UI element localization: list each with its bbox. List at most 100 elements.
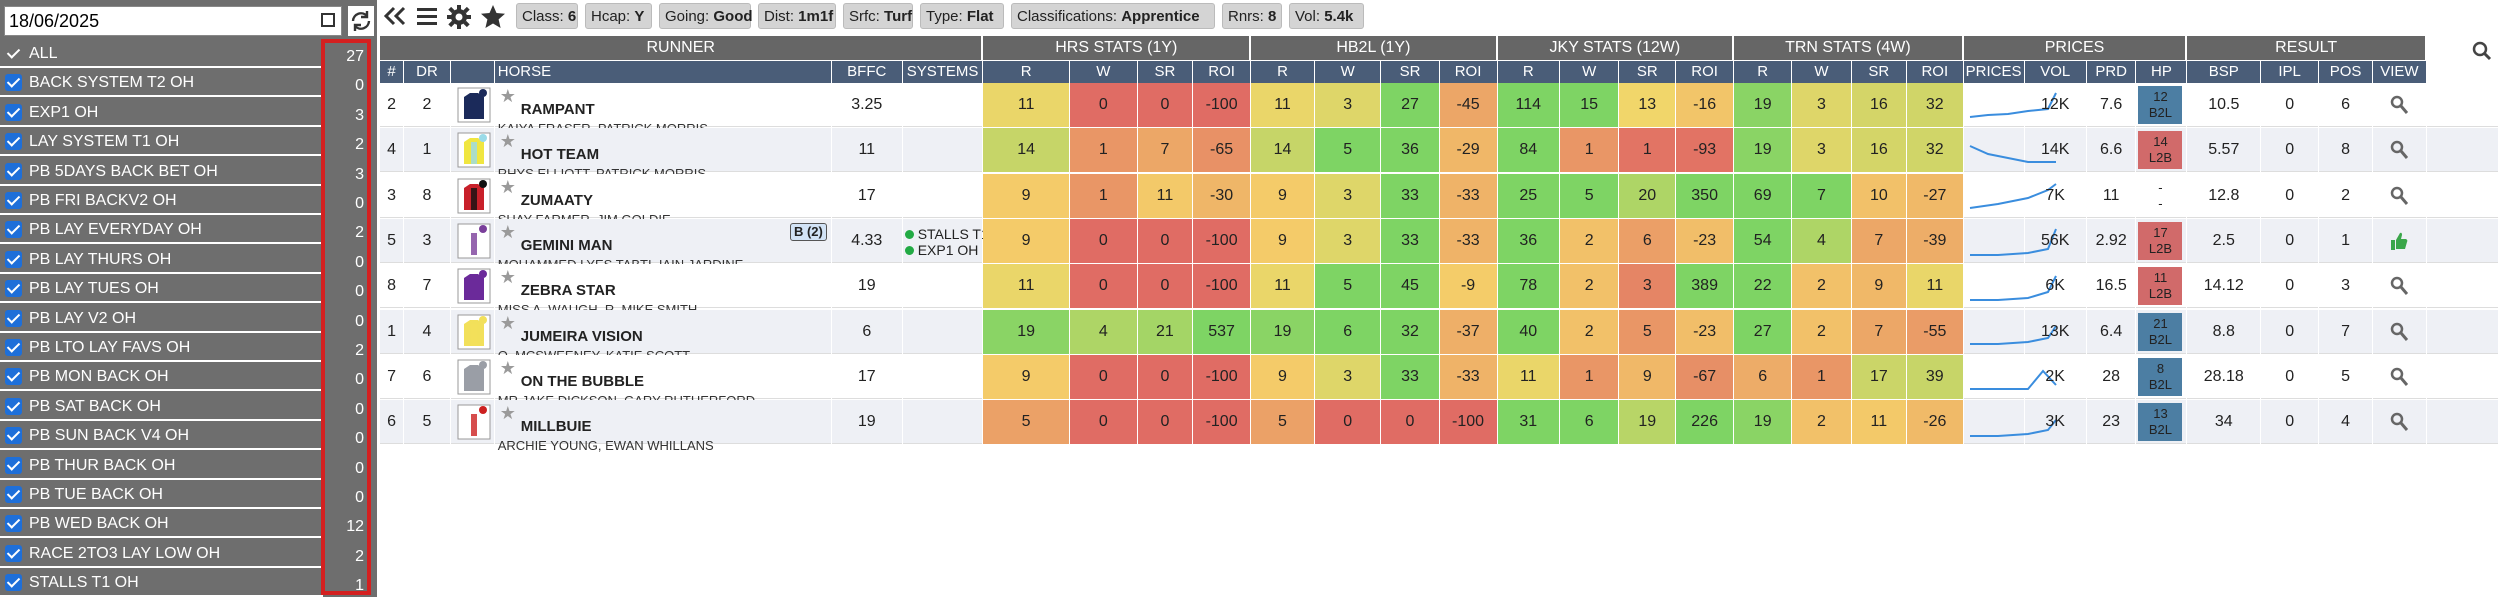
search-icon[interactable] bbox=[2390, 140, 2409, 160]
system-row[interactable]: PB LAY V2 OH bbox=[0, 305, 323, 333]
horse-name[interactable]: ZUMAATY bbox=[520, 191, 593, 209]
system-checkbox[interactable] bbox=[5, 397, 22, 415]
column-header[interactable]: ROI bbox=[1676, 61, 1735, 83]
favourite-star-icon[interactable]: ★ bbox=[499, 267, 516, 288]
favourite-star-icon[interactable]: ★ bbox=[499, 357, 516, 378]
system-checkbox[interactable] bbox=[5, 133, 22, 151]
search-icon[interactable] bbox=[2390, 322, 2409, 342]
collapse-icon[interactable] bbox=[382, 4, 408, 28]
column-header[interactable]: SR bbox=[1381, 61, 1440, 83]
view-cell[interactable] bbox=[2373, 354, 2427, 399]
view-cell[interactable] bbox=[2373, 264, 2427, 309]
column-header[interactable] bbox=[450, 61, 495, 83]
column-header[interactable]: W bbox=[1069, 61, 1138, 83]
view-cell[interactable] bbox=[2373, 400, 2427, 445]
horse-cell[interactable]: ★HOT TEAMRHYS ELLIOTT, PATRICK MORRIS bbox=[495, 128, 832, 181]
system-row[interactable]: PB TUE BACK OH bbox=[0, 482, 323, 509]
column-header[interactable]: R bbox=[1734, 61, 1793, 83]
column-header[interactable]: R bbox=[1497, 61, 1560, 83]
favourite-star-icon[interactable]: ★ bbox=[499, 86, 516, 106]
view-cell[interactable] bbox=[2373, 173, 2427, 218]
runner-row[interactable]: 22 ★RAMPANTKAIYA FRASER, PATRICK MORRIS3.… bbox=[380, 83, 2498, 136]
column-header[interactable]: VIEW bbox=[2373, 61, 2427, 83]
runner-row[interactable]: 76★ON THE BUBBLEMR JAKE DICKSON, GARY RU… bbox=[380, 354, 2498, 408]
horse-cell[interactable]: ★ MILLBUIE ARCHIE YOUNG, EWAN WHILLANS bbox=[495, 400, 832, 453]
system-checkbox[interactable] bbox=[5, 162, 22, 180]
system-checkbox[interactable] bbox=[5, 280, 22, 298]
system-checkbox[interactable] bbox=[5, 427, 22, 445]
select-all-check-icon[interactable] bbox=[5, 45, 22, 62]
column-header[interactable]: POS bbox=[2319, 61, 2373, 83]
column-header[interactable]: W bbox=[1792, 61, 1852, 83]
favourite-star-icon[interactable]: ★ bbox=[499, 312, 516, 333]
system-row[interactable]: PB MON BACK OH bbox=[0, 364, 323, 392]
column-header[interactable]: W bbox=[1314, 61, 1382, 83]
horse-name[interactable]: RAMPANT bbox=[520, 101, 595, 118]
favourite-star-icon[interactable] bbox=[480, 4, 506, 30]
header-search-icon[interactable] bbox=[2472, 41, 2492, 61]
system-row[interactable]: PB 5DAYS BACK BET OH bbox=[0, 158, 323, 186]
column-header[interactable]: SYSTEMS bbox=[902, 61, 984, 83]
search-icon[interactable] bbox=[2390, 95, 2409, 115]
view-cell[interactable] bbox=[2373, 83, 2427, 127]
system-checkbox[interactable] bbox=[5, 309, 22, 327]
column-header[interactable]: W bbox=[1559, 61, 1620, 83]
column-header[interactable]: VOL bbox=[2024, 61, 2087, 83]
column-header[interactable]: ROI bbox=[1439, 61, 1498, 83]
horse-name[interactable]: ZEBRA STAR bbox=[520, 282, 616, 300]
horse-cell[interactable]: ★ZUMAATYSHAY FARMER, JIM GOLDIE bbox=[495, 173, 832, 227]
column-header[interactable]: R bbox=[1251, 61, 1315, 83]
date-picker[interactable] bbox=[4, 6, 342, 36]
system-row[interactable]: PB FRI BACKV2 OH bbox=[0, 188, 323, 215]
column-header[interactable]: SR bbox=[1619, 61, 1677, 83]
runner-row[interactable]: 14★JUMEIRA VISIONO. MCSWEENEY, KATIE SCO… bbox=[380, 309, 2498, 363]
runner-row[interactable]: 41★HOT TEAMRHYS ELLIOTT, PATRICK MORRIS1… bbox=[380, 128, 2498, 181]
system-row[interactable]: RACE 2TO3 LAY LOW OH bbox=[0, 540, 323, 568]
menu-icon[interactable] bbox=[415, 4, 439, 28]
system-row[interactable]: PB WED BACK OH bbox=[0, 511, 323, 539]
date-input[interactable] bbox=[5, 7, 309, 35]
view-cell[interactable] bbox=[2373, 218, 2427, 263]
runner-row[interactable]: 87 ★ZEBRA STARMISS A. WAUGH, R. MIKE SMIT… bbox=[380, 264, 2498, 317]
system-row[interactable]: EXP1 OH bbox=[0, 99, 323, 127]
system-checkbox[interactable] bbox=[5, 574, 22, 592]
column-header[interactable]: IPL bbox=[2261, 61, 2320, 83]
column-header[interactable]: PRICES bbox=[1963, 61, 2025, 83]
search-icon[interactable] bbox=[2390, 367, 2409, 387]
runner-row[interactable]: 38★ZUMAATYSHAY FARMER, JIM GOLDIE179111-… bbox=[380, 173, 2498, 227]
calendar-icon[interactable] bbox=[321, 13, 335, 27]
column-header[interactable]: HP bbox=[2136, 61, 2188, 83]
horse-name[interactable]: GEMINI MAN bbox=[520, 236, 613, 254]
system-checkbox[interactable] bbox=[5, 250, 22, 268]
horse-name[interactable]: HOT TEAM bbox=[520, 146, 600, 164]
search-icon[interactable] bbox=[2390, 186, 2409, 206]
horse-name[interactable]: ON THE BUBBLE bbox=[520, 372, 645, 390]
horse-cell[interactable]: ★JUMEIRA VISIONO. MCSWEENEY, KATIE SCOTT bbox=[495, 309, 832, 363]
system-row[interactable]: PB SAT BACK OH bbox=[0, 393, 323, 421]
system-row[interactable]: PB LTO LAY FAVS OH bbox=[0, 335, 323, 362]
refresh-button[interactable] bbox=[348, 6, 374, 36]
system-checkbox[interactable] bbox=[5, 456, 22, 474]
system-checkbox[interactable] bbox=[5, 103, 22, 121]
system-row[interactable]: PB SUN BACK V4 OH bbox=[0, 423, 323, 451]
system-row[interactable]: LAY SYSTEM T1 OH bbox=[0, 129, 323, 157]
system-checkbox[interactable] bbox=[5, 221, 22, 239]
column-header[interactable]: SR bbox=[1851, 61, 1907, 83]
system-checkbox[interactable] bbox=[5, 74, 22, 92]
system-checkbox[interactable] bbox=[5, 368, 22, 386]
system-checkbox[interactable] bbox=[5, 486, 22, 503]
horse-cell[interactable]: ★RAMPANTKAIYA FRASER, PATRICK MORRIS bbox=[495, 83, 832, 136]
system-checkbox[interactable] bbox=[5, 544, 22, 562]
runner-row[interactable]: 6 5 ★ MILLBUIE ARCHIE YOUNG, EWAN WHILLANS 19… bbox=[380, 400, 2498, 453]
horse-cell[interactable]: ★ZEBRA STARMISS A. WAUGH, R. MIKE SMITH bbox=[495, 264, 832, 317]
horse-name[interactable]: MILLBUIE bbox=[520, 418, 592, 436]
system-row[interactable]: PB LAY TUES OH bbox=[0, 276, 323, 304]
settings-gear-icon[interactable] bbox=[446, 4, 472, 30]
horse-cell[interactable]: ★ON THE BUBBLEMR JAKE DICKSON, GARY RUTH… bbox=[495, 354, 832, 408]
system-row[interactable]: BACK SYSTEM T2 OH bbox=[0, 70, 323, 98]
favourite-star-icon[interactable]: ★ bbox=[499, 131, 516, 152]
column-header[interactable]: DR bbox=[404, 61, 451, 83]
system-row[interactable]: ALL bbox=[0, 41, 323, 68]
thumbs-up-icon[interactable] bbox=[2390, 231, 2408, 251]
column-header[interactable]: SR bbox=[1137, 61, 1194, 83]
